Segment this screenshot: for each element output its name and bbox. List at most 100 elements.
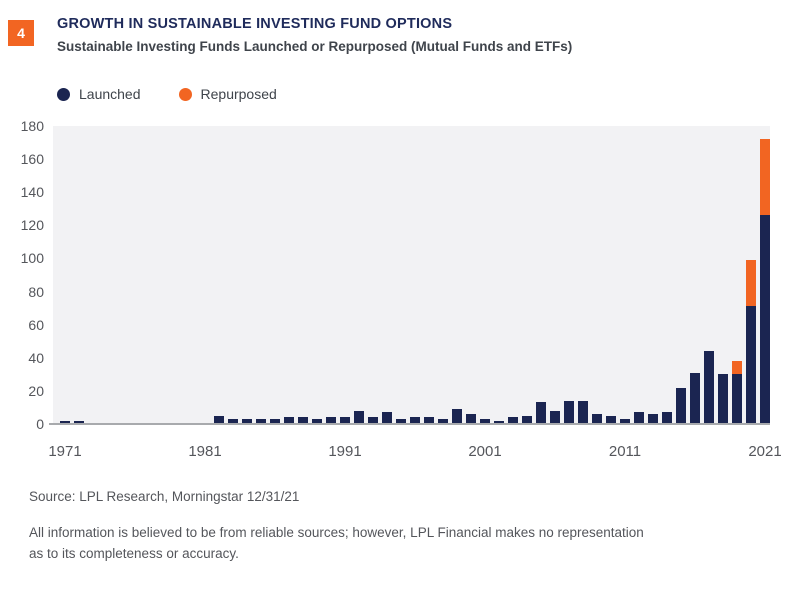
bar-1990 xyxy=(326,417,336,424)
bar-1992 xyxy=(354,410,364,424)
bar-1988 xyxy=(298,417,308,424)
bar-2000 xyxy=(466,414,476,424)
bar-2020 xyxy=(746,260,756,424)
chart-subtitle: Sustainable Investing Funds Launched or … xyxy=(57,39,573,54)
plot-area xyxy=(53,126,770,424)
bar-2013 xyxy=(648,414,658,424)
figure-number-badge: 4 xyxy=(8,20,34,46)
bar-segment-launched-2016 xyxy=(690,372,700,424)
bar-segment-launched-2019 xyxy=(732,374,742,424)
y-tick-40: 40 xyxy=(28,349,44,366)
bar-1993 xyxy=(368,417,378,424)
y-tick-100: 100 xyxy=(20,250,44,267)
bar-segment-launched-1998 xyxy=(438,419,448,424)
legend-item-launched: Launched xyxy=(57,86,141,102)
bar-segment-repurposed-2019 xyxy=(732,361,742,375)
source-line: Source: LPL Research, Morningstar 12/31/… xyxy=(29,489,300,504)
bar-segment-launched-2008 xyxy=(578,400,588,424)
bar-2017 xyxy=(704,351,714,424)
bar-1983 xyxy=(228,419,238,424)
launched-dot-icon xyxy=(57,87,70,101)
bar-2009 xyxy=(592,414,602,424)
bar-segment-launched-1985 xyxy=(256,419,266,424)
bar-segment-launched-2003 xyxy=(508,417,518,424)
bar-segment-launched-2006 xyxy=(550,410,560,424)
x-tick-2011: 2011 xyxy=(608,443,642,460)
bar-1972 xyxy=(74,420,84,424)
bar-segment-launched-2001 xyxy=(480,419,490,424)
bar-segment-launched-1990 xyxy=(326,417,336,424)
disclaimer-line-2: as to its completeness or accuracy. xyxy=(29,546,239,561)
disclaimer-text: All information is believed to be from r… xyxy=(29,522,644,564)
bar-segment-launched-2002 xyxy=(494,420,504,424)
bar-segment-launched-1989 xyxy=(312,419,322,424)
bar-segment-launched-1991 xyxy=(340,417,350,424)
bar-2010 xyxy=(606,415,616,424)
bar-2018 xyxy=(718,374,728,424)
bar-segment-launched-1971 xyxy=(60,420,70,424)
legend-item-repurposed: Repurposed xyxy=(178,86,277,102)
y-tick-160: 160 xyxy=(20,151,44,168)
bar-segment-launched-1987 xyxy=(284,417,294,424)
bar-1971 xyxy=(60,420,70,424)
bar-1985 xyxy=(256,419,266,424)
bar-segment-launched-1988 xyxy=(298,417,308,424)
x-tick-2021: 2021 xyxy=(748,443,782,460)
bar-segment-launched-1982 xyxy=(214,415,224,424)
bar-1982 xyxy=(214,415,224,424)
bar-1995 xyxy=(396,419,406,424)
bar-2012 xyxy=(634,412,644,424)
x-tick-1981: 1981 xyxy=(188,443,222,460)
bar-segment-launched-2017 xyxy=(704,351,714,424)
bar-segment-launched-1999 xyxy=(452,409,462,424)
bar-segment-launched-2004 xyxy=(522,415,532,424)
bar-1989 xyxy=(312,419,322,424)
bar-segment-launched-2012 xyxy=(634,412,644,424)
bar-segment-launched-1972 xyxy=(74,420,84,424)
bar-segment-repurposed-2020 xyxy=(746,260,756,307)
x-axis-line xyxy=(49,423,770,425)
y-tick-180: 180 xyxy=(20,118,44,134)
bar-segment-launched-2014 xyxy=(662,412,672,424)
bar-2004 xyxy=(522,415,532,424)
chart-title: GROWTH IN SUSTAINABLE INVESTING FUND OPT… xyxy=(57,16,453,32)
bar-1999 xyxy=(452,409,462,424)
bar-segment-launched-1986 xyxy=(270,419,280,424)
bar-1984 xyxy=(242,419,252,424)
bar-chart: 0 20 40 60 80 100 120 140 160 180 1971 1981 1991 2001… xyxy=(0,118,799,466)
bar-segment-launched-2007 xyxy=(564,400,574,424)
bar-2016 xyxy=(690,372,700,424)
bar-1997 xyxy=(424,417,434,424)
y-tick-80: 80 xyxy=(28,283,44,300)
bar-segment-launched-2009 xyxy=(592,414,602,424)
bar-segment-launched-1996 xyxy=(410,417,420,424)
bar-2008 xyxy=(578,400,588,424)
bar-segment-launched-1994 xyxy=(382,412,392,424)
disclaimer-line-1: All information is believed to be from r… xyxy=(29,525,644,540)
bar-2011 xyxy=(620,419,630,424)
bar-1991 xyxy=(340,417,350,424)
bar-segment-launched-1995 xyxy=(396,419,406,424)
bar-segment-launched-1997 xyxy=(424,417,434,424)
bar-segment-launched-2015 xyxy=(676,387,686,424)
y-tick-120: 120 xyxy=(20,217,44,234)
bar-segment-launched-2000 xyxy=(466,414,476,424)
x-tick-1991: 1991 xyxy=(328,443,362,460)
bar-segment-launched-1983 xyxy=(228,419,238,424)
y-tick-0: 0 xyxy=(36,416,44,432)
bar-1994 xyxy=(382,412,392,424)
x-tick-2001: 2001 xyxy=(468,443,502,460)
bar-segment-launched-1992 xyxy=(354,410,364,424)
y-tick-20: 20 xyxy=(28,382,44,399)
bar-segment-launched-2005 xyxy=(536,402,546,424)
bar-1996 xyxy=(410,417,420,424)
bar-2002 xyxy=(494,420,504,424)
bar-segment-launched-2011 xyxy=(620,419,630,424)
bar-segment-launched-2013 xyxy=(648,414,658,424)
legend-label-repurposed: Repurposed xyxy=(200,86,277,102)
bar-segment-launched-2021 xyxy=(760,215,770,424)
bar-segment-repurposed-2021 xyxy=(760,139,770,216)
y-tick-140: 140 xyxy=(20,184,44,201)
bar-1998 xyxy=(438,419,448,424)
